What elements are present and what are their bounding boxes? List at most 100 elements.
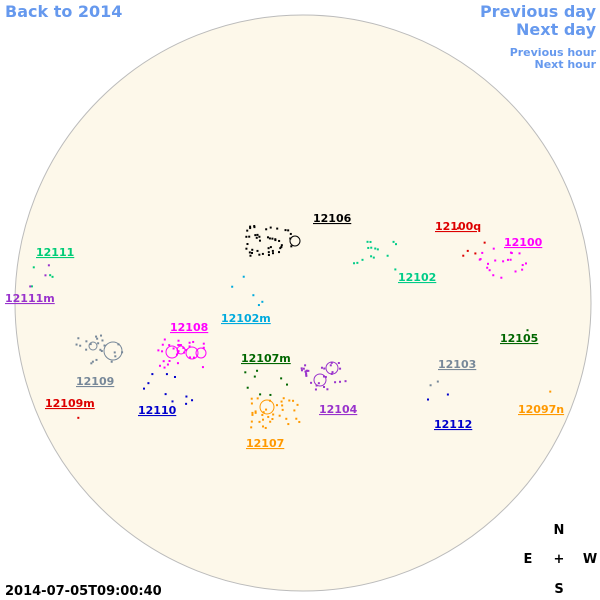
sunspot-dot [191, 399, 194, 402]
sunspot-dot [258, 239, 261, 242]
region-label[interactable]: 12105 [500, 332, 538, 345]
region-label[interactable]: 12104 [319, 403, 358, 416]
previous-hour-link[interactable]: Previous hour [510, 46, 597, 59]
region-label[interactable]: 12111 [36, 246, 74, 259]
region-label[interactable]: 12097n [518, 403, 564, 416]
sunspot-dot [100, 350, 103, 353]
next-day-link[interactable]: Next day [516, 20, 597, 39]
region-label[interactable]: 12107m [241, 352, 291, 365]
sunspot-dot [251, 248, 254, 251]
back-link[interactable]: Back to 2014 [5, 2, 122, 21]
sunspot-dot [518, 252, 521, 255]
sunspot-dot [245, 235, 248, 238]
sunspot-dot [259, 393, 262, 396]
sunspot-dot [85, 348, 88, 351]
sunspot-ring [165, 345, 179, 359]
sunspot-dot [280, 245, 283, 248]
region-label[interactable]: 12107 [246, 437, 284, 450]
sunspot-dot [188, 341, 191, 344]
region-label[interactable]: 12100q [435, 220, 481, 233]
sunspot-dot [256, 369, 259, 372]
sunspot-dot [298, 420, 301, 423]
sunspot-dot [251, 413, 254, 416]
sunspot-dot [249, 225, 252, 228]
sunspot-dot [275, 404, 278, 407]
sunspot-dot [231, 285, 234, 288]
sunspot-dot [337, 362, 340, 365]
sunspot-ring [289, 235, 301, 247]
sunspot-dot [100, 334, 103, 337]
sunspot-dot [334, 381, 337, 384]
sunspot-dot [172, 347, 175, 350]
sunspot-dot [99, 348, 102, 351]
sunspot-dot [514, 270, 517, 273]
sunspot-dot [95, 358, 98, 361]
sunspot-dot [272, 413, 275, 416]
sunspot-dot [284, 229, 287, 232]
sunspot-dot [262, 418, 265, 421]
sunspot-dot [305, 372, 308, 375]
sunspot-dot [262, 411, 265, 414]
sunspot-dot [242, 275, 245, 278]
previous-day-link[interactable]: Previous day [480, 2, 597, 21]
sunspot-dot [258, 420, 261, 423]
sunspot-dot [474, 252, 477, 255]
sunspot-dot [265, 408, 268, 411]
region-label[interactable]: 12103 [438, 358, 476, 371]
sunspot-dot [171, 400, 174, 403]
sunspot-dot [492, 274, 495, 277]
sunspot-dot [163, 366, 166, 369]
sunspot-dot [250, 402, 253, 405]
region-label[interactable]: 12106 [313, 212, 352, 225]
sunspot-dot [113, 351, 116, 354]
sunspot-dot [278, 414, 281, 417]
sunspot-dot [185, 402, 188, 405]
sunspot-dot [369, 240, 372, 243]
sunspot-dot [521, 264, 524, 267]
sunspot-dot [165, 373, 168, 376]
sunspot-dot [251, 411, 254, 414]
sunspot-dot [271, 249, 274, 252]
sunspot-dot [466, 249, 469, 252]
sunspot-dot [290, 245, 293, 248]
sunspot-dot [166, 363, 169, 366]
sunspot-dot [72, 399, 75, 402]
sunspot-dot [248, 235, 251, 238]
sunspot-dot [257, 304, 260, 307]
sunspot-dot [280, 377, 283, 380]
region-label[interactable]: 12108 [170, 321, 208, 334]
region-label[interactable]: 12112 [434, 418, 472, 431]
sunspot-dot [256, 249, 259, 252]
sunspot-dot [29, 285, 32, 288]
region-label[interactable]: 12111m [5, 292, 55, 305]
sunspot-dot [370, 246, 373, 249]
sunspot-dot [292, 399, 295, 402]
next-hour-link[interactable]: Next hour [535, 58, 597, 71]
region-label[interactable]: 12102m [221, 312, 271, 325]
sunspot-dot [254, 410, 257, 413]
region-label[interactable]: 12109 [76, 375, 114, 388]
sunspot-dot [252, 294, 255, 297]
sunspot-dot [30, 285, 33, 288]
sunspot-dot [427, 398, 430, 401]
sunspot-dot [265, 228, 268, 231]
sunspot-dot [177, 339, 180, 342]
region-label[interactable]: 12100 [504, 236, 543, 249]
sunspot-dot [305, 369, 308, 372]
sunspot-dot [323, 385, 326, 388]
sunspot-dot [392, 240, 395, 243]
sunspot-dot [370, 255, 373, 258]
region-label[interactable]: 12110 [138, 404, 177, 417]
region-label[interactable]: 12109m [45, 397, 95, 410]
sunspot-ring [176, 345, 186, 355]
sunspot-dot [161, 350, 164, 353]
sunspot-dot [271, 252, 274, 255]
sunspot-dot [110, 360, 113, 363]
sunspot-dot [280, 400, 283, 403]
sunspot-dot [157, 349, 160, 352]
sunspot-dot [429, 384, 432, 387]
sunspot-dot [177, 350, 180, 353]
region-label[interactable]: 12102 [398, 271, 436, 284]
sunspot-dot [245, 247, 248, 250]
sunspot-dot [506, 258, 509, 261]
